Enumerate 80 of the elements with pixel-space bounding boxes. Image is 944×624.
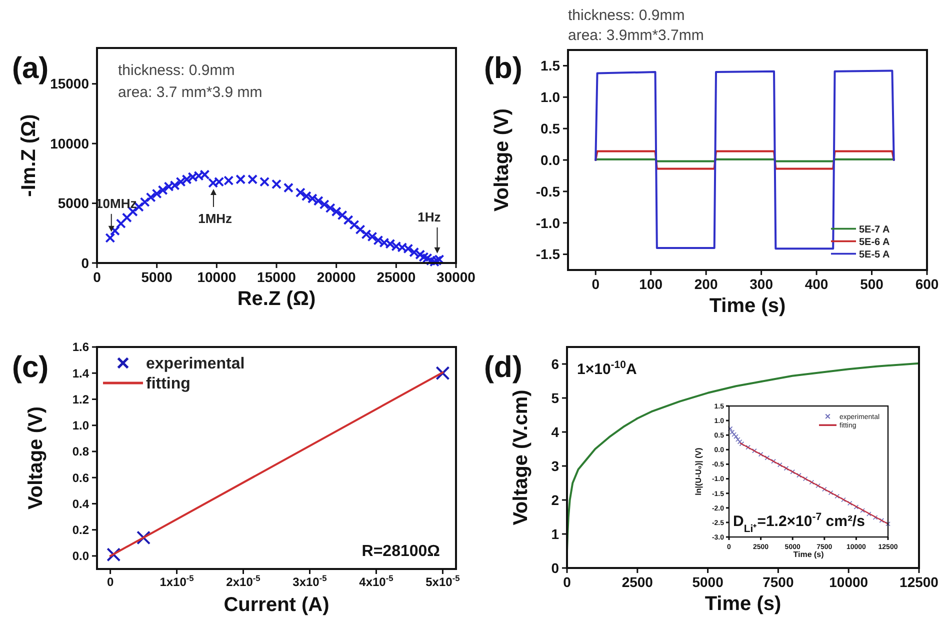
y-tick-label: 5000 xyxy=(58,195,90,212)
annotation: 1MHz xyxy=(198,210,233,226)
x-axis-title: Current (A) xyxy=(224,594,330,616)
x-tick-label: 15000 xyxy=(257,269,296,285)
chart-title: (c) xyxy=(12,351,49,384)
y-tick-label: -1.5 xyxy=(536,246,560,262)
y-tick-label: 0.4 xyxy=(72,496,90,511)
x-tick-label: 4x10$^{-5}$ xyxy=(359,573,394,589)
y-tick-label: 0.8 xyxy=(72,444,90,459)
x-tick-label: 200 xyxy=(694,276,718,292)
chart-title: (d) xyxy=(484,351,522,384)
x-axis-title: Time (s) xyxy=(793,550,824,559)
x-tick-label: 30000 xyxy=(436,269,476,285)
y-tick-label: 0.5 xyxy=(540,120,560,136)
x-tick-label: 12500 xyxy=(900,574,939,590)
x-tick-label: 5x10$^{-5}$ xyxy=(426,573,460,589)
annotation: 1×10$^{-10}$A xyxy=(577,359,637,378)
x-tick-label: 10000 xyxy=(829,574,868,590)
y-tick-label: 0.6 xyxy=(72,470,90,485)
y-tick-label: 1.4 xyxy=(72,366,90,380)
x-tick-label: 5000 xyxy=(141,269,173,285)
x-tick-label: 600 xyxy=(915,276,939,292)
x-tick-label: 2500 xyxy=(622,574,654,590)
x-tick-label: 1x10$^{-5}$ xyxy=(160,573,194,589)
y-tick-label: 3 xyxy=(551,458,560,474)
x-tick-label: 3x10$^{-5}$ xyxy=(292,573,328,589)
y-tick-label: 1.0 xyxy=(540,89,560,106)
y-tick-label: 15000 xyxy=(50,76,90,92)
y-tick-label: 0 xyxy=(551,560,560,576)
y-tick-label: 0.2 xyxy=(72,523,90,538)
x-tick-label: 500 xyxy=(860,276,884,292)
x-tick-label: 25000 xyxy=(376,269,416,285)
y-tick-label: 1.5 xyxy=(540,58,560,74)
y-tick-label: 1.2 xyxy=(72,392,90,406)
y-axis-title: Voltage (V.cm) xyxy=(510,390,532,526)
y-tick-label: -0.5 xyxy=(536,183,560,200)
x-tick-label: 300 xyxy=(750,276,774,292)
text: thickness: 0.9mm xyxy=(568,7,685,24)
y-axis-title: -Im.Z (Ω) xyxy=(18,114,40,197)
y-tick-label: 0.0 xyxy=(72,549,90,564)
chart-title: (b) xyxy=(484,52,522,85)
y-tick-label: 4 xyxy=(551,424,560,440)
x-tick-label: 0 xyxy=(93,269,102,285)
legend-label: 5E-7 A xyxy=(859,224,890,236)
x-tick-label: 7500 xyxy=(762,574,794,590)
legend-label: 5E-5 A xyxy=(859,249,890,260)
y-tick-label: 0 xyxy=(81,254,90,271)
x-tick-label: 20000 xyxy=(316,269,356,285)
y-axis-title: Voltage (V) xyxy=(25,406,47,510)
chart-title: (a) xyxy=(12,52,49,85)
x-tick-label: 0 xyxy=(106,575,114,589)
annotation: 1Hz xyxy=(418,209,442,224)
y-tick-label: 10000 xyxy=(50,135,90,152)
x-tick-label: 10000 xyxy=(197,269,236,285)
x-axis-title: Time (s) xyxy=(709,295,786,317)
x-tick-label: 0 xyxy=(592,276,600,292)
text: area: 3.9mm*3.7mm xyxy=(568,27,704,44)
annotation: area: 3.7 mm*3.9 mm xyxy=(118,84,262,101)
y-tick-label: -1.0 xyxy=(536,214,560,231)
annotation: D$_{Li⁺}$=1.2×10$^{-7}$ cm²/s xyxy=(733,511,865,535)
x-tick-label: 2x10$^{-5}$ xyxy=(226,573,261,589)
y-tick-label: 2 xyxy=(551,492,560,508)
y-tick-label: 1.6 xyxy=(72,340,90,354)
y-tick-label: 6 xyxy=(551,356,560,372)
x-axis-title: Time (s) xyxy=(704,593,782,615)
x-tick-label: 0 xyxy=(563,574,572,590)
x-axis-title: Re.Z (Ω) xyxy=(237,288,316,310)
y-tick-label: 1 xyxy=(551,526,560,542)
annotation: R=28100Ω xyxy=(362,543,440,560)
y-tick-label: 5 xyxy=(551,390,560,406)
x-tick-label: 400 xyxy=(804,276,828,292)
legend-label: experimental xyxy=(146,356,245,373)
y-tick-label: 1.0 xyxy=(72,418,90,433)
y-tick-label: 0.0 xyxy=(540,152,560,168)
annotation: thickness: 0.9mm xyxy=(118,62,235,79)
y-axis-title: Voltage (V) xyxy=(491,108,513,212)
x-tick-label: 100 xyxy=(639,276,663,292)
legend-label: 5E-6 A xyxy=(859,236,890,248)
y-axis-title: ln|(U-U₀)| (V) xyxy=(694,447,703,496)
legend-label: fitting xyxy=(146,376,190,393)
